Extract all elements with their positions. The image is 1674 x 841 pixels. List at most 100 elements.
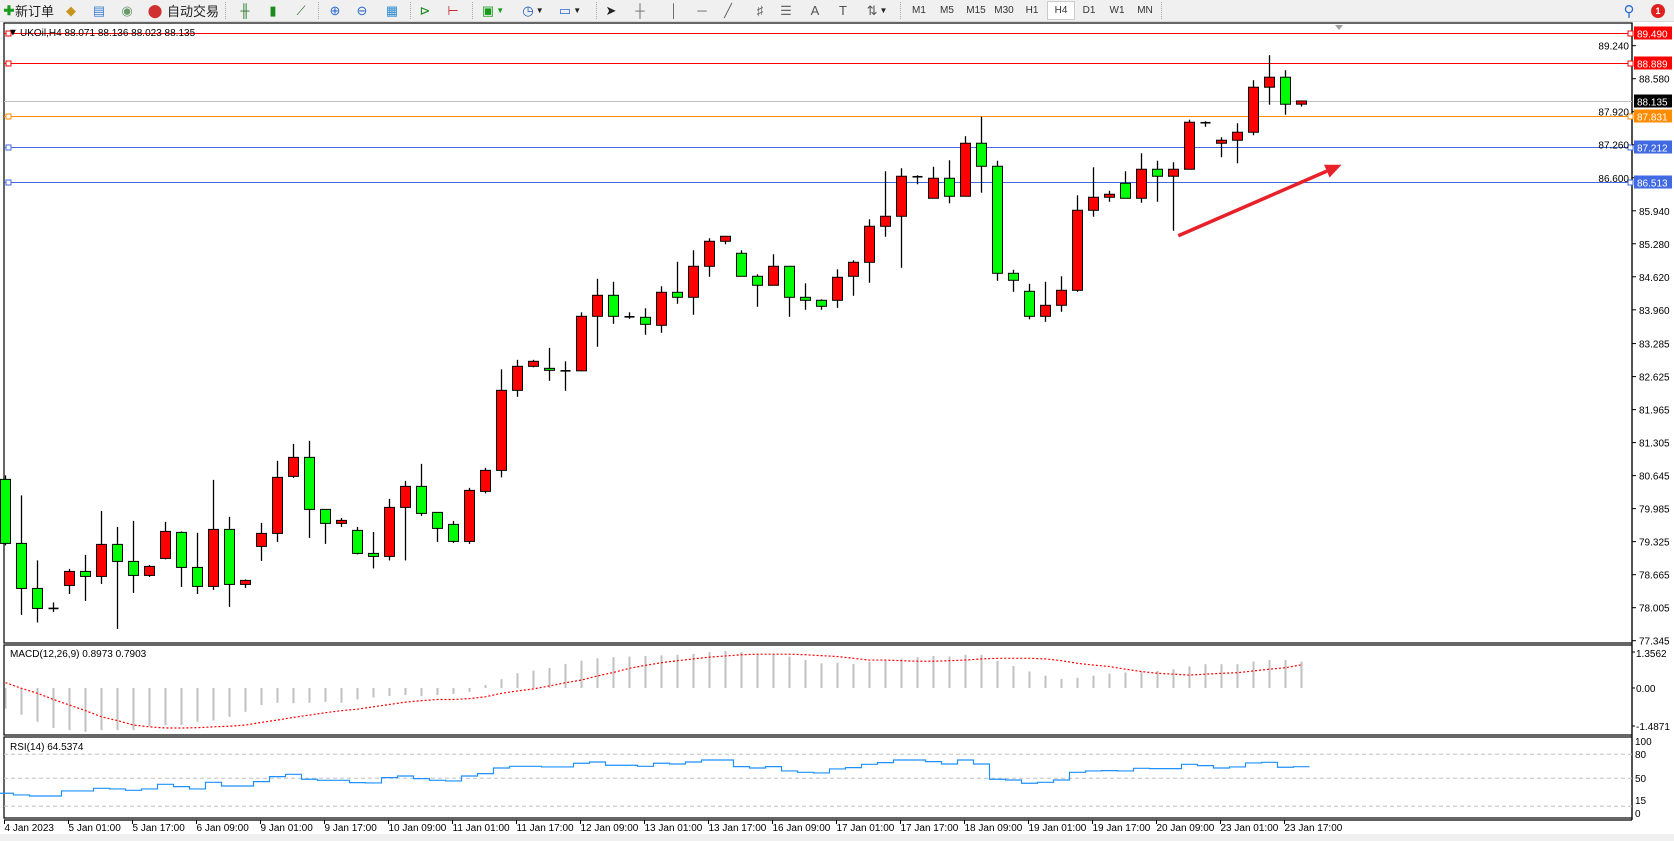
cursor-icon[interactable]: ➤ [605, 2, 617, 18]
price-tick-label: 87.920 [1598, 108, 1629, 119]
line-handle-right[interactable] [1627, 179, 1634, 186]
time-tick-label: 19 Jan 01:00 [1029, 823, 1087, 834]
timeframe-w1[interactable]: W1 [1109, 5, 1125, 16]
candle-body [944, 177, 955, 197]
arrows-icon[interactable]: ⇅ ▼ [866, 2, 888, 18]
candle-body [400, 485, 411, 508]
trend-arrow-shaft[interactable] [1177, 169, 1328, 238]
chart-menu-triangle-icon[interactable]: ▼ [8, 28, 18, 39]
line-handle-right[interactable] [1627, 113, 1634, 120]
candle [752, 274, 763, 307]
auto-trading-icon[interactable]: ⬤ [147, 2, 163, 18]
candle [928, 166, 939, 199]
candle [512, 359, 523, 397]
trend-arrow-head-icon[interactable] [1324, 164, 1342, 178]
candle [688, 250, 699, 315]
candle-body [1008, 272, 1019, 281]
candle-body [848, 261, 859, 277]
price-tick-label: 77.345 [1639, 637, 1670, 648]
vertical-line-icon[interactable]: │ [669, 3, 679, 18]
candle-body [720, 235, 731, 242]
trendline-icon[interactable]: ╱ [724, 2, 732, 18]
horizontal-line-icon[interactable]: ─ [697, 3, 707, 18]
candle [1200, 121, 1211, 127]
candle [640, 308, 651, 335]
text-label-icon[interactable]: T [839, 3, 847, 18]
chart-shift-marker-icon[interactable] [1335, 25, 1343, 30]
periods-icon[interactable]: ◷ ▼ [522, 2, 544, 18]
rsi-label: RSI(14) 64.5374 [10, 742, 84, 753]
candle [576, 312, 587, 372]
time-tick-label: 23 Jan 17:00 [1285, 823, 1343, 834]
rsi-tick-label: 50 [1635, 774, 1647, 785]
tile-windows-icon[interactable]: ▦ [385, 2, 399, 18]
line-handle-left[interactable] [5, 30, 12, 37]
timeframe-h4[interactable]: H4 [1047, 1, 1075, 20]
timeframe-m5[interactable]: M5 [940, 5, 954, 16]
candle-body [208, 528, 219, 587]
navigator-icon[interactable]: ▤ [92, 2, 106, 18]
price-label: 88.135 [1637, 98, 1668, 109]
time-tick-label: 11 Jan 17:00 [517, 823, 575, 834]
fibonacci-fan-icon[interactable]: ☰ [780, 2, 792, 18]
line-chart-icon[interactable]: ⟋ [296, 2, 306, 18]
price-label: 88.889 [1637, 60, 1668, 71]
candle [80, 554, 91, 601]
chart-shift-icon[interactable]: ⊳ [419, 2, 431, 18]
timeframe-m30[interactable]: M30 [994, 5, 1014, 16]
line-handle-right[interactable] [1627, 30, 1634, 37]
line-handle-left[interactable] [5, 144, 12, 151]
market-watch-icon[interactable]: ◆ [66, 2, 76, 18]
indicators-icon[interactable]: ▣ ▼ [481, 2, 505, 18]
zoom-in-icon[interactable]: ⊕ [329, 2, 341, 18]
candle-body [1232, 131, 1243, 141]
signals-icon[interactable]: ◉ [121, 2, 133, 18]
new-order-button[interactable]: 新订单 [15, 4, 55, 19]
timeframe-m15[interactable]: M15 [966, 5, 986, 16]
time-tick-label: 17 Jan 01:00 [837, 823, 895, 834]
candle-body [192, 566, 203, 587]
timeframe-m1[interactable]: M1 [912, 5, 926, 16]
candle-body [992, 165, 1003, 274]
line-handle-left[interactable] [5, 60, 12, 67]
candle-body [880, 215, 891, 227]
price-tick-label: 83.285 [1639, 340, 1670, 351]
auto-trading-button[interactable]: 自动交易 [167, 4, 220, 19]
line-handle-left[interactable] [5, 179, 12, 186]
candle-body [32, 587, 43, 609]
fibonacci-icon[interactable]: ♯ [756, 3, 764, 18]
templates-icon[interactable]: ▭ ▼ [558, 2, 582, 18]
line-handle-right[interactable] [1627, 144, 1634, 151]
candle [160, 521, 171, 560]
candle-body [64, 570, 75, 586]
candle [1120, 171, 1131, 199]
price-tick-label: 78.665 [1639, 571, 1670, 582]
timeframe-h1[interactable]: H1 [1025, 5, 1039, 16]
candle-body [1216, 139, 1227, 144]
candle [208, 479, 219, 590]
macd-tick-label: 0.00 [1636, 684, 1656, 695]
bar-chart-icon[interactable]: ╫ [240, 3, 250, 18]
candle [816, 299, 827, 310]
zoom-out-icon[interactable]: ⊖ [356, 2, 368, 18]
candle [64, 568, 75, 594]
timeframe-d1[interactable]: D1 [1082, 5, 1096, 16]
rsi-line [0, 759, 1310, 797]
candle-body [608, 294, 619, 317]
timeframe-mn[interactable]: MN [1137, 5, 1153, 16]
search-icon[interactable]: ⚲ [1623, 2, 1635, 20]
new-order-icon[interactable]: ✚ [3, 2, 15, 18]
line-handle-right[interactable] [1627, 60, 1634, 67]
candle-body [1056, 289, 1067, 306]
candlestick-icon[interactable]: ▮ [269, 2, 277, 18]
crosshair-icon[interactable]: ┼ [635, 3, 645, 18]
candle-body [80, 570, 91, 577]
text-icon[interactable]: A [810, 3, 820, 18]
line-handle-left[interactable] [5, 113, 12, 120]
time-tick-label: 4 Jan 2023 [5, 823, 55, 834]
candle [1088, 167, 1099, 217]
notification-icon[interactable]: 1 [1648, 1, 1668, 20]
time-tick-label: 12 Jan 09:00 [581, 823, 639, 834]
auto-scroll-icon[interactable]: ⊢ [447, 2, 459, 18]
